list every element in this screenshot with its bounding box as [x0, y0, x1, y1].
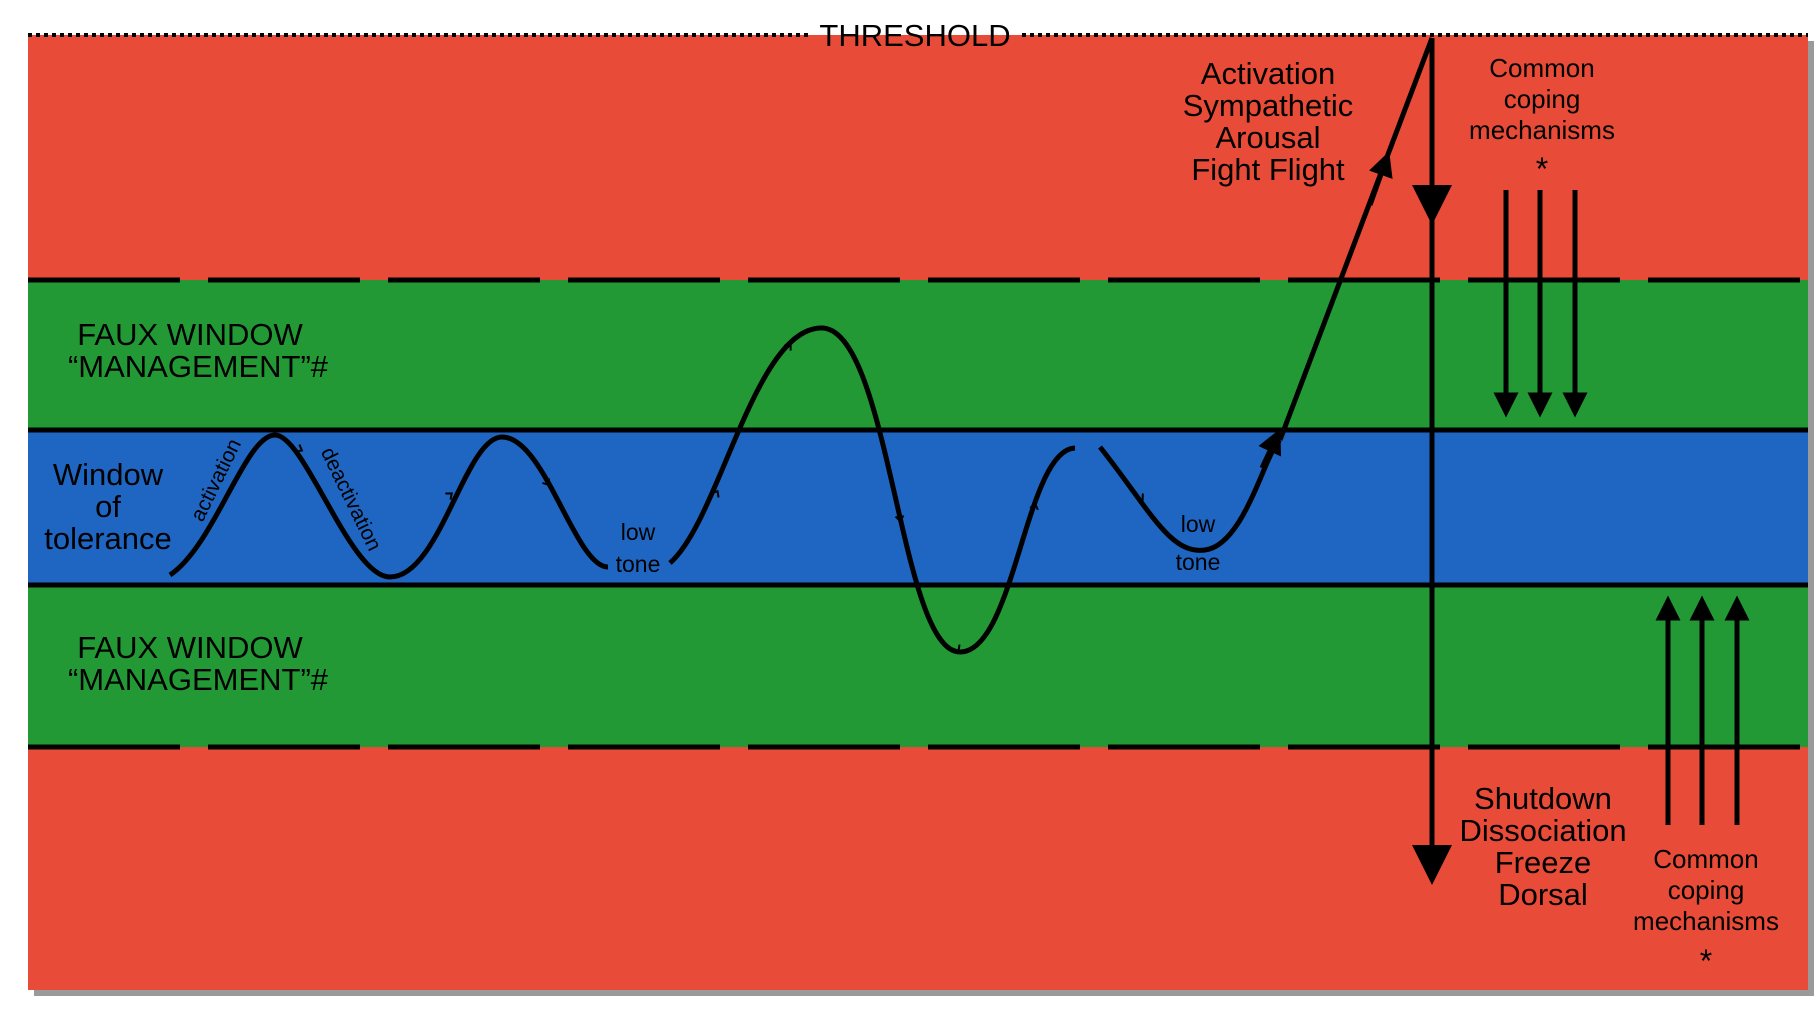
svg-text:tone: tone: [1176, 549, 1221, 575]
low-tone-label-2: low tone: [1176, 511, 1221, 575]
svg-text:tolerance: tolerance: [44, 521, 172, 556]
faux-window-bottom-label: FAUX WINDOW “MANAGEMENT”#: [68, 630, 329, 697]
svg-text:FAUX WINDOW: FAUX WINDOW: [77, 630, 303, 665]
svg-text:Dorsal: Dorsal: [1498, 877, 1588, 912]
shutdown-label: Shutdown Dissociation Freeze Dorsal: [1459, 781, 1626, 912]
svg-text:low: low: [621, 519, 656, 545]
svg-text:*: *: [1700, 943, 1712, 979]
svg-text:Freeze: Freeze: [1495, 845, 1591, 880]
svg-text:Shutdown: Shutdown: [1474, 781, 1612, 816]
svg-text:mechanisms: mechanisms: [1469, 115, 1615, 145]
low-tone-label-1: low tone: [616, 519, 661, 577]
svg-text:Common: Common: [1653, 844, 1758, 874]
faux-window-top-label: FAUX WINDOW “MANAGEMENT”#: [68, 317, 329, 384]
svg-text:of: of: [95, 489, 121, 524]
svg-text:Sympathetic: Sympathetic: [1183, 88, 1354, 123]
svg-text:tone: tone: [616, 551, 661, 577]
zone-hyperarousal: [28, 35, 1808, 280]
svg-text:Activation: Activation: [1201, 56, 1335, 91]
svg-text:FAUX WINDOW: FAUX WINDOW: [77, 317, 303, 352]
svg-text:“MANAGEMENT”#: “MANAGEMENT”#: [68, 349, 329, 384]
zone-faux-window-bottom: [28, 585, 1808, 747]
svg-text:Common: Common: [1489, 53, 1594, 83]
wave-segment-1: [168, 432, 609, 580]
activation-label: Activation Sympathetic Arousal Fight Fli…: [1183, 56, 1354, 187]
svg-text:coping: coping: [1668, 875, 1745, 905]
svg-text:mechanisms: mechanisms: [1633, 906, 1779, 936]
wave-segment-2: [668, 325, 1076, 655]
zone-window-of-tolerance: [28, 430, 1808, 585]
zone-hypoarousal: [28, 747, 1808, 990]
threshold-label: THRESHOLD: [819, 18, 1010, 53]
activation-rise-arrow-upper: [1367, 151, 1393, 206]
svg-text:Window: Window: [53, 457, 164, 492]
coping-mechanisms-bottom-label: Common coping mechanisms *: [1633, 844, 1779, 979]
activation-rise-line: [1277, 37, 1435, 441]
activation-rise-arrow-lower: [1258, 428, 1282, 470]
svg-text:*: *: [1536, 151, 1548, 187]
svg-text:Fight Flight: Fight Flight: [1191, 152, 1345, 187]
window-of-tolerance-label: Window of tolerance: [44, 457, 172, 556]
coping-mechanisms-top-label: Common coping mechanisms *: [1469, 53, 1615, 187]
svg-text:Dissociation: Dissociation: [1459, 813, 1626, 848]
svg-text:coping: coping: [1504, 84, 1581, 114]
svg-text:low: low: [1181, 511, 1216, 537]
svg-text:Arousal: Arousal: [1215, 120, 1320, 155]
svg-text:“MANAGEMENT”#: “MANAGEMENT”#: [68, 662, 329, 697]
